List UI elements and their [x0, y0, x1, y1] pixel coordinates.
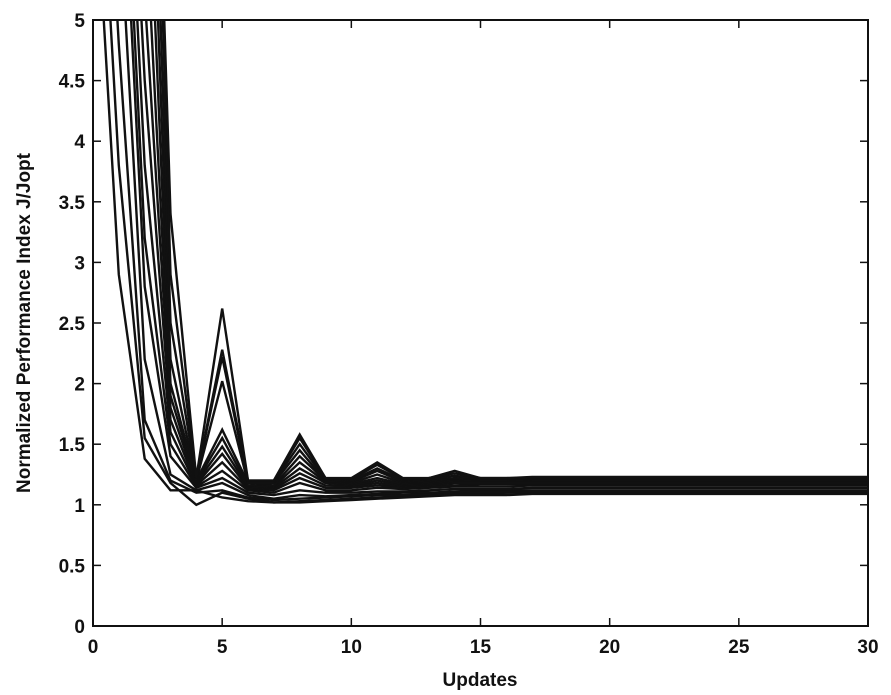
- y-tick-label: 3.5: [59, 193, 86, 214]
- x-tick-label: 5: [217, 637, 228, 658]
- series-layer: [102, 20, 868, 507]
- tick-labels-layer: 0 5 10 15 20 25 30 0 0.5 1 1.5 2 2.5 3 3.5 4 4.5 5: [59, 11, 879, 658]
- x-tick-label: 30: [857, 637, 878, 658]
- y-tick-label: 3: [74, 253, 85, 274]
- x-tick-label: 0: [88, 637, 99, 658]
- y-tick-label: 2: [74, 375, 85, 396]
- x-tick-label: 25: [728, 637, 750, 658]
- y-tick-label: 5: [74, 11, 85, 32]
- y-tick-label: 0.5: [59, 556, 86, 577]
- y-tick-label: 4.5: [59, 72, 86, 93]
- y-tick-label: 4: [74, 132, 85, 153]
- y-tick-label: 1: [74, 496, 85, 517]
- y-tick-label: 2.5: [59, 314, 86, 335]
- y-tick-label: 0: [74, 617, 85, 638]
- series-line-15: [163, 20, 868, 482]
- x-tick-label: 20: [599, 637, 620, 658]
- x-axis-label: Updates: [443, 670, 518, 691]
- series-line-5: [129, 20, 868, 497]
- ticks-layer: [92, 19, 869, 627]
- y-tick-label: 1.5: [59, 435, 86, 456]
- series-line-4: [124, 20, 868, 500]
- x-tick-label: 10: [341, 637, 362, 658]
- y-axis-label: Normalized Performance Index J/Jopt: [14, 152, 35, 493]
- x-tick-label: 15: [470, 637, 492, 658]
